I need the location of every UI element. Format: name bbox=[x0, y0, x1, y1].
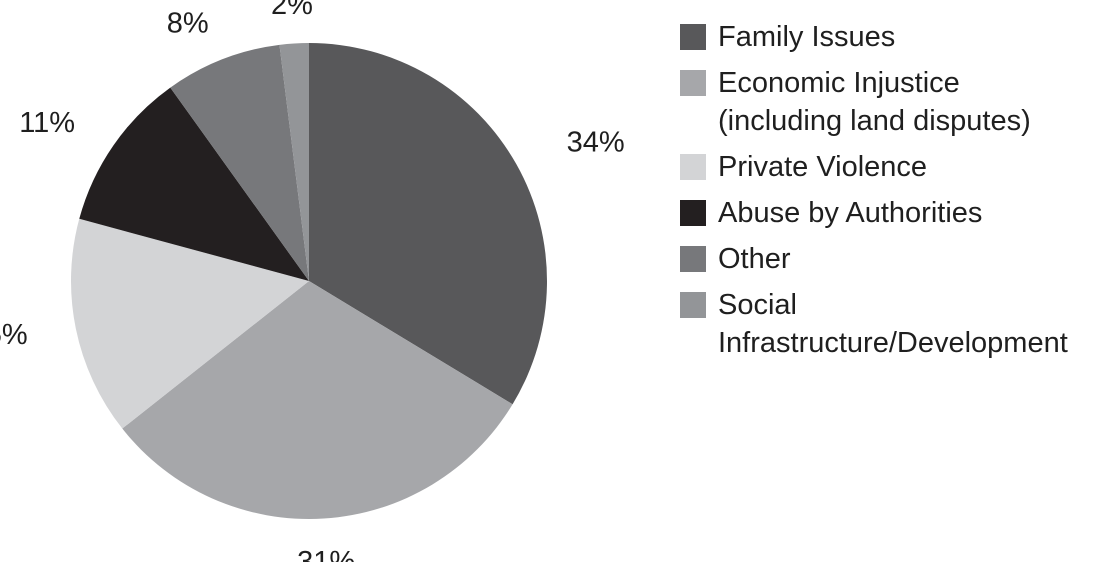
legend-swatch bbox=[680, 154, 706, 180]
legend-swatch bbox=[680, 70, 706, 96]
legend-item: Private Violence bbox=[680, 148, 1120, 186]
slice-value-label-0: 34% bbox=[567, 127, 625, 159]
legend-item: Social Infrastructure/Development bbox=[680, 286, 1120, 362]
legend-item: Economic Injustice (including land dispu… bbox=[680, 64, 1120, 140]
legend-label: Social Infrastructure/Development bbox=[718, 289, 1068, 359]
pie-slice-5 bbox=[279, 43, 309, 281]
pie-slices bbox=[71, 43, 547, 519]
pie-slice-labels: 34% 31% 15% 11% 8% 2% bbox=[0, 0, 625, 562]
legend-label: Economic Injustice (including land dispu… bbox=[718, 67, 1031, 137]
pie-slice-0 bbox=[309, 43, 547, 405]
pie-slice-1 bbox=[122, 281, 513, 519]
pie-slice-2 bbox=[71, 218, 310, 429]
legend-swatch bbox=[680, 246, 706, 272]
pie-chart: 34% 31% 15% 11% 8% 2% bbox=[0, 0, 625, 562]
legend: Family Issues Economic Injustice (includi… bbox=[680, 18, 1120, 370]
legend-swatch bbox=[680, 292, 706, 318]
slice-value-label-1: 31% bbox=[297, 546, 355, 562]
legend-swatch bbox=[680, 24, 706, 50]
slice-value-label-3: 11% bbox=[19, 107, 75, 139]
slice-value-label-4: 8% bbox=[167, 8, 209, 40]
legend-swatch bbox=[680, 200, 706, 226]
legend-item: Other bbox=[680, 240, 1120, 278]
legend-item: Abuse by Authorities bbox=[680, 194, 1120, 232]
legend-label: Family Issues bbox=[718, 21, 896, 53]
slice-value-label-5: 2% bbox=[271, 0, 313, 21]
pie-slice-4 bbox=[170, 44, 309, 282]
legend-label: Abuse by Authorities bbox=[718, 197, 983, 229]
slice-value-label-2: 15% bbox=[0, 319, 28, 351]
legend-item: Family Issues bbox=[680, 18, 1120, 56]
legend-label: Other bbox=[718, 243, 791, 275]
pie-slice-3 bbox=[79, 87, 310, 281]
legend-label: Private Violence bbox=[718, 151, 928, 183]
